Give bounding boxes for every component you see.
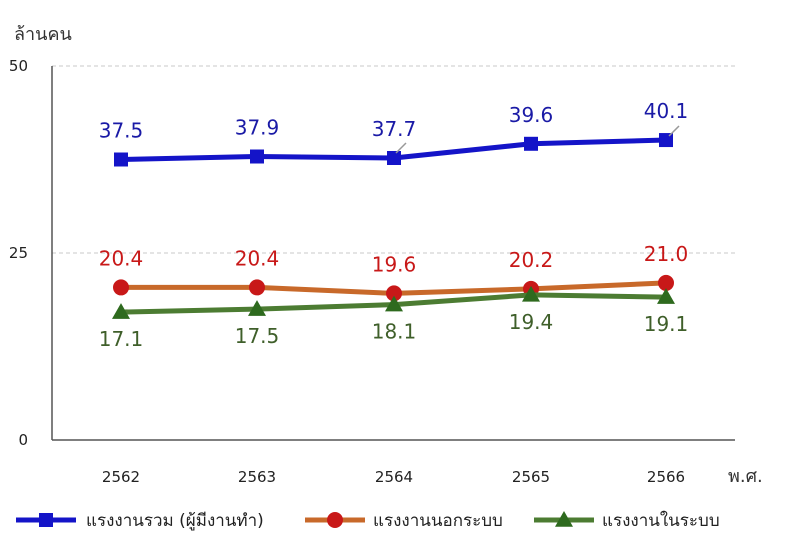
y-tick-label: 50 xyxy=(9,57,28,75)
y-axis-unit-label: ล้านคน xyxy=(14,24,72,45)
data-point xyxy=(113,279,129,296)
data-label: 18.1 xyxy=(372,320,417,344)
data-point xyxy=(112,303,130,319)
data-point xyxy=(522,285,540,302)
data-label: 37.5 xyxy=(99,119,144,143)
legend-marker xyxy=(327,512,343,528)
data-label: 37.7 xyxy=(372,117,417,141)
y-tick-labels: 0 25 50 xyxy=(9,57,28,449)
label-leader-line xyxy=(395,142,407,154)
data-label: 37.9 xyxy=(235,116,280,140)
data-label: 39.6 xyxy=(509,103,554,127)
y-tick-label: 25 xyxy=(9,244,28,262)
data-point xyxy=(386,285,402,302)
legend-label: แรงงานนอกระบบ xyxy=(373,511,503,531)
data-point xyxy=(658,274,674,291)
x-tick-label: 2565 xyxy=(512,468,550,486)
y-tick-label: 0 xyxy=(18,431,28,449)
data-label: 19.4 xyxy=(509,310,554,334)
legend-item-1: แรงงานรวม (ผู้มีงานทำ) xyxy=(16,511,264,531)
data-label: 19.1 xyxy=(644,312,689,336)
x-tick-label: 2562 xyxy=(102,468,140,486)
data-label: 19.6 xyxy=(372,252,417,276)
legend-item-3: แรงงานในระบบ xyxy=(534,510,720,531)
data-label: 17.1 xyxy=(99,327,144,351)
axes xyxy=(51,66,735,441)
data-point xyxy=(659,133,673,148)
data-point xyxy=(385,295,403,312)
legend-label: แรงงานในระบบ xyxy=(602,510,720,531)
series: 37.5 37.9 37.7 39.6 40.1 20.4 20.4 19.6 20.2 21.0… xyxy=(99,99,689,351)
data-point xyxy=(249,279,265,296)
series-2: 20.4 20.4 19.6 20.2 21.0 xyxy=(99,242,689,302)
data-label: 20.4 xyxy=(235,246,280,270)
legend-label: แรงงานรวม (ผู้มีงานทำ) xyxy=(86,511,264,531)
legend-marker xyxy=(39,513,53,527)
x-tick-label: 2564 xyxy=(375,468,413,486)
data-label: 20.4 xyxy=(99,246,144,270)
data-point xyxy=(114,152,128,167)
data-label: 17.5 xyxy=(235,324,280,348)
x-tick-label: 2566 xyxy=(647,468,685,486)
data-point xyxy=(250,149,264,164)
data-label: 21.0 xyxy=(644,242,689,266)
data-point xyxy=(524,136,538,151)
series-1: 37.5 37.9 37.7 39.6 40.1 xyxy=(99,99,689,167)
grid-lines xyxy=(52,65,735,254)
label-leader-line xyxy=(668,125,680,137)
series-3: 17.1 17.5 18.1 19.4 19.1 xyxy=(99,285,689,351)
legend: แรงงานรวม (ผู้มีงานทำ) แรงงานนอกระบบ แรงงา… xyxy=(16,510,720,531)
x-axis-unit-label: พ.ศ. xyxy=(728,466,763,487)
x-tick-label: 2563 xyxy=(238,468,276,486)
data-label: 20.2 xyxy=(509,248,554,272)
data-label: 40.1 xyxy=(644,99,689,123)
legend-item-2: แรงงานนอกระบบ xyxy=(305,511,503,531)
data-point xyxy=(248,300,266,316)
data-point xyxy=(657,288,675,304)
x-tick-labels: 2562 2563 2564 2565 2566 xyxy=(102,468,685,486)
data-point xyxy=(387,151,401,166)
legend-marker xyxy=(555,511,573,527)
